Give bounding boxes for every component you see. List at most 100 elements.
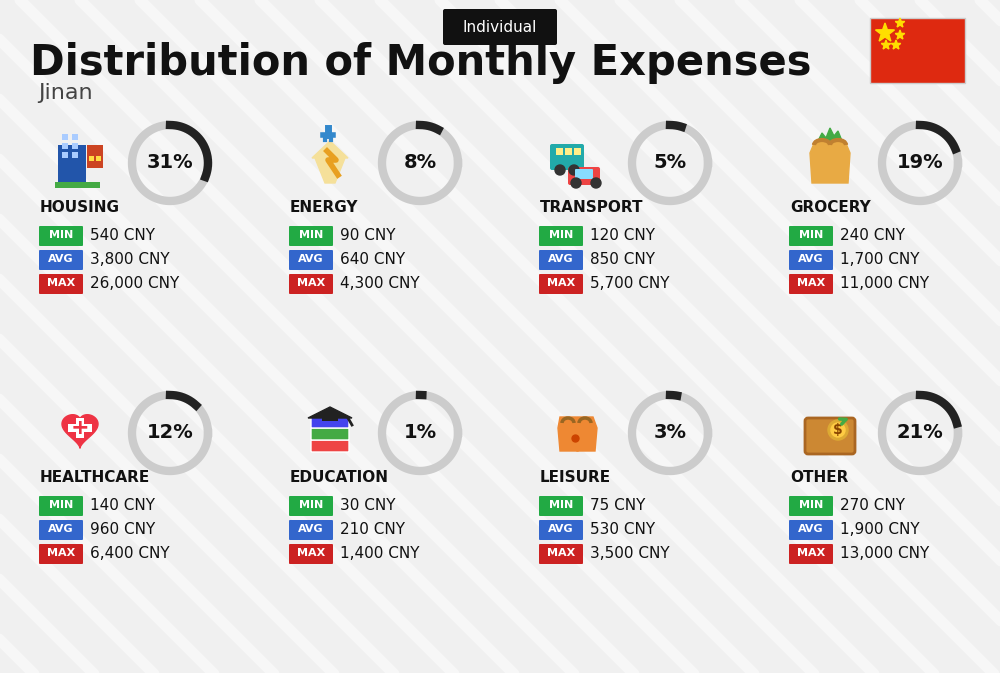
- Circle shape: [591, 178, 601, 188]
- Text: AVG: AVG: [798, 254, 824, 264]
- FancyBboxPatch shape: [322, 413, 338, 421]
- Text: Distribution of Monthly Expenses: Distribution of Monthly Expenses: [30, 42, 812, 84]
- Circle shape: [569, 165, 579, 175]
- Text: MAX: MAX: [797, 548, 825, 558]
- Text: 3,800 CNY: 3,800 CNY: [90, 252, 170, 267]
- Text: AVG: AVG: [298, 254, 324, 264]
- FancyBboxPatch shape: [289, 250, 333, 270]
- FancyBboxPatch shape: [443, 9, 557, 45]
- Text: OTHER: OTHER: [790, 470, 848, 485]
- FancyBboxPatch shape: [311, 428, 349, 440]
- Text: TRANSPORT: TRANSPORT: [540, 201, 644, 215]
- Polygon shape: [62, 415, 98, 448]
- FancyBboxPatch shape: [789, 544, 833, 564]
- Text: AVG: AVG: [48, 254, 74, 264]
- FancyBboxPatch shape: [539, 520, 583, 540]
- Text: 140 CNY: 140 CNY: [90, 497, 155, 513]
- Text: 21%: 21%: [897, 423, 943, 443]
- Text: MIN: MIN: [299, 500, 323, 510]
- Text: 6,400 CNY: 6,400 CNY: [90, 546, 170, 561]
- Text: +: +: [71, 418, 89, 438]
- Text: AVG: AVG: [298, 524, 324, 534]
- Polygon shape: [810, 141, 850, 183]
- Text: 4,300 CNY: 4,300 CNY: [340, 275, 420, 291]
- Circle shape: [828, 420, 848, 440]
- Text: MIN: MIN: [799, 500, 823, 510]
- FancyBboxPatch shape: [76, 418, 84, 438]
- FancyBboxPatch shape: [68, 424, 92, 432]
- FancyBboxPatch shape: [72, 143, 78, 149]
- Text: 90 CNY: 90 CNY: [340, 227, 396, 242]
- Text: MAX: MAX: [547, 278, 575, 288]
- FancyBboxPatch shape: [289, 520, 333, 540]
- Text: 12%: 12%: [147, 423, 193, 443]
- FancyBboxPatch shape: [550, 144, 584, 170]
- FancyBboxPatch shape: [575, 169, 593, 179]
- FancyBboxPatch shape: [311, 440, 349, 452]
- FancyBboxPatch shape: [72, 134, 78, 140]
- FancyBboxPatch shape: [789, 520, 833, 540]
- Polygon shape: [875, 23, 895, 41]
- Text: MIN: MIN: [549, 230, 573, 240]
- Text: AVG: AVG: [548, 254, 574, 264]
- Circle shape: [555, 165, 565, 175]
- Text: 850 CNY: 850 CNY: [590, 252, 655, 267]
- FancyBboxPatch shape: [565, 148, 572, 155]
- Text: Individual: Individual: [463, 20, 537, 34]
- Text: ENERGY: ENERGY: [290, 201, 358, 215]
- Text: 120 CNY: 120 CNY: [590, 227, 655, 242]
- Text: MAX: MAX: [297, 548, 325, 558]
- FancyBboxPatch shape: [289, 274, 333, 294]
- Polygon shape: [575, 417, 597, 451]
- FancyBboxPatch shape: [289, 544, 333, 564]
- Text: MAX: MAX: [47, 548, 75, 558]
- FancyBboxPatch shape: [72, 152, 78, 158]
- Text: 31%: 31%: [147, 153, 193, 172]
- FancyBboxPatch shape: [574, 148, 581, 155]
- FancyBboxPatch shape: [539, 250, 583, 270]
- Text: 3%: 3%: [654, 423, 686, 443]
- FancyBboxPatch shape: [96, 156, 101, 161]
- Text: 210 CNY: 210 CNY: [340, 522, 405, 536]
- Text: MAX: MAX: [297, 278, 325, 288]
- Text: 19%: 19%: [897, 153, 943, 172]
- FancyBboxPatch shape: [539, 226, 583, 246]
- FancyBboxPatch shape: [539, 496, 583, 516]
- Text: 75 CNY: 75 CNY: [590, 497, 645, 513]
- FancyBboxPatch shape: [789, 226, 833, 246]
- FancyBboxPatch shape: [805, 418, 855, 454]
- FancyBboxPatch shape: [62, 152, 68, 158]
- Text: MIN: MIN: [299, 230, 323, 240]
- Text: 26,000 CNY: 26,000 CNY: [90, 275, 179, 291]
- FancyBboxPatch shape: [39, 520, 83, 540]
- Text: 1,900 CNY: 1,900 CNY: [840, 522, 920, 536]
- FancyBboxPatch shape: [39, 226, 83, 246]
- FancyBboxPatch shape: [870, 18, 965, 83]
- Text: AVG: AVG: [798, 524, 824, 534]
- Text: HOUSING: HOUSING: [40, 201, 120, 215]
- FancyBboxPatch shape: [289, 496, 333, 516]
- Text: EDUCATION: EDUCATION: [290, 470, 389, 485]
- Text: LEISURE: LEISURE: [540, 470, 611, 485]
- Text: 540 CNY: 540 CNY: [90, 227, 155, 242]
- Polygon shape: [312, 141, 348, 183]
- Text: 5,700 CNY: 5,700 CNY: [590, 275, 670, 291]
- Text: MIN: MIN: [49, 230, 73, 240]
- Text: 270 CNY: 270 CNY: [840, 497, 905, 513]
- FancyBboxPatch shape: [87, 145, 103, 168]
- Text: 1,700 CNY: 1,700 CNY: [840, 252, 920, 267]
- Polygon shape: [895, 30, 905, 39]
- Text: Jinan: Jinan: [38, 83, 93, 103]
- FancyBboxPatch shape: [311, 416, 349, 428]
- Polygon shape: [881, 40, 891, 49]
- FancyBboxPatch shape: [539, 274, 583, 294]
- Text: 530 CNY: 530 CNY: [590, 522, 655, 536]
- FancyBboxPatch shape: [62, 134, 68, 140]
- Text: MIN: MIN: [49, 500, 73, 510]
- FancyBboxPatch shape: [55, 182, 100, 188]
- Text: MAX: MAX: [47, 278, 75, 288]
- Circle shape: [571, 178, 581, 188]
- FancyBboxPatch shape: [39, 496, 83, 516]
- Polygon shape: [818, 128, 842, 141]
- Text: MAX: MAX: [547, 548, 575, 558]
